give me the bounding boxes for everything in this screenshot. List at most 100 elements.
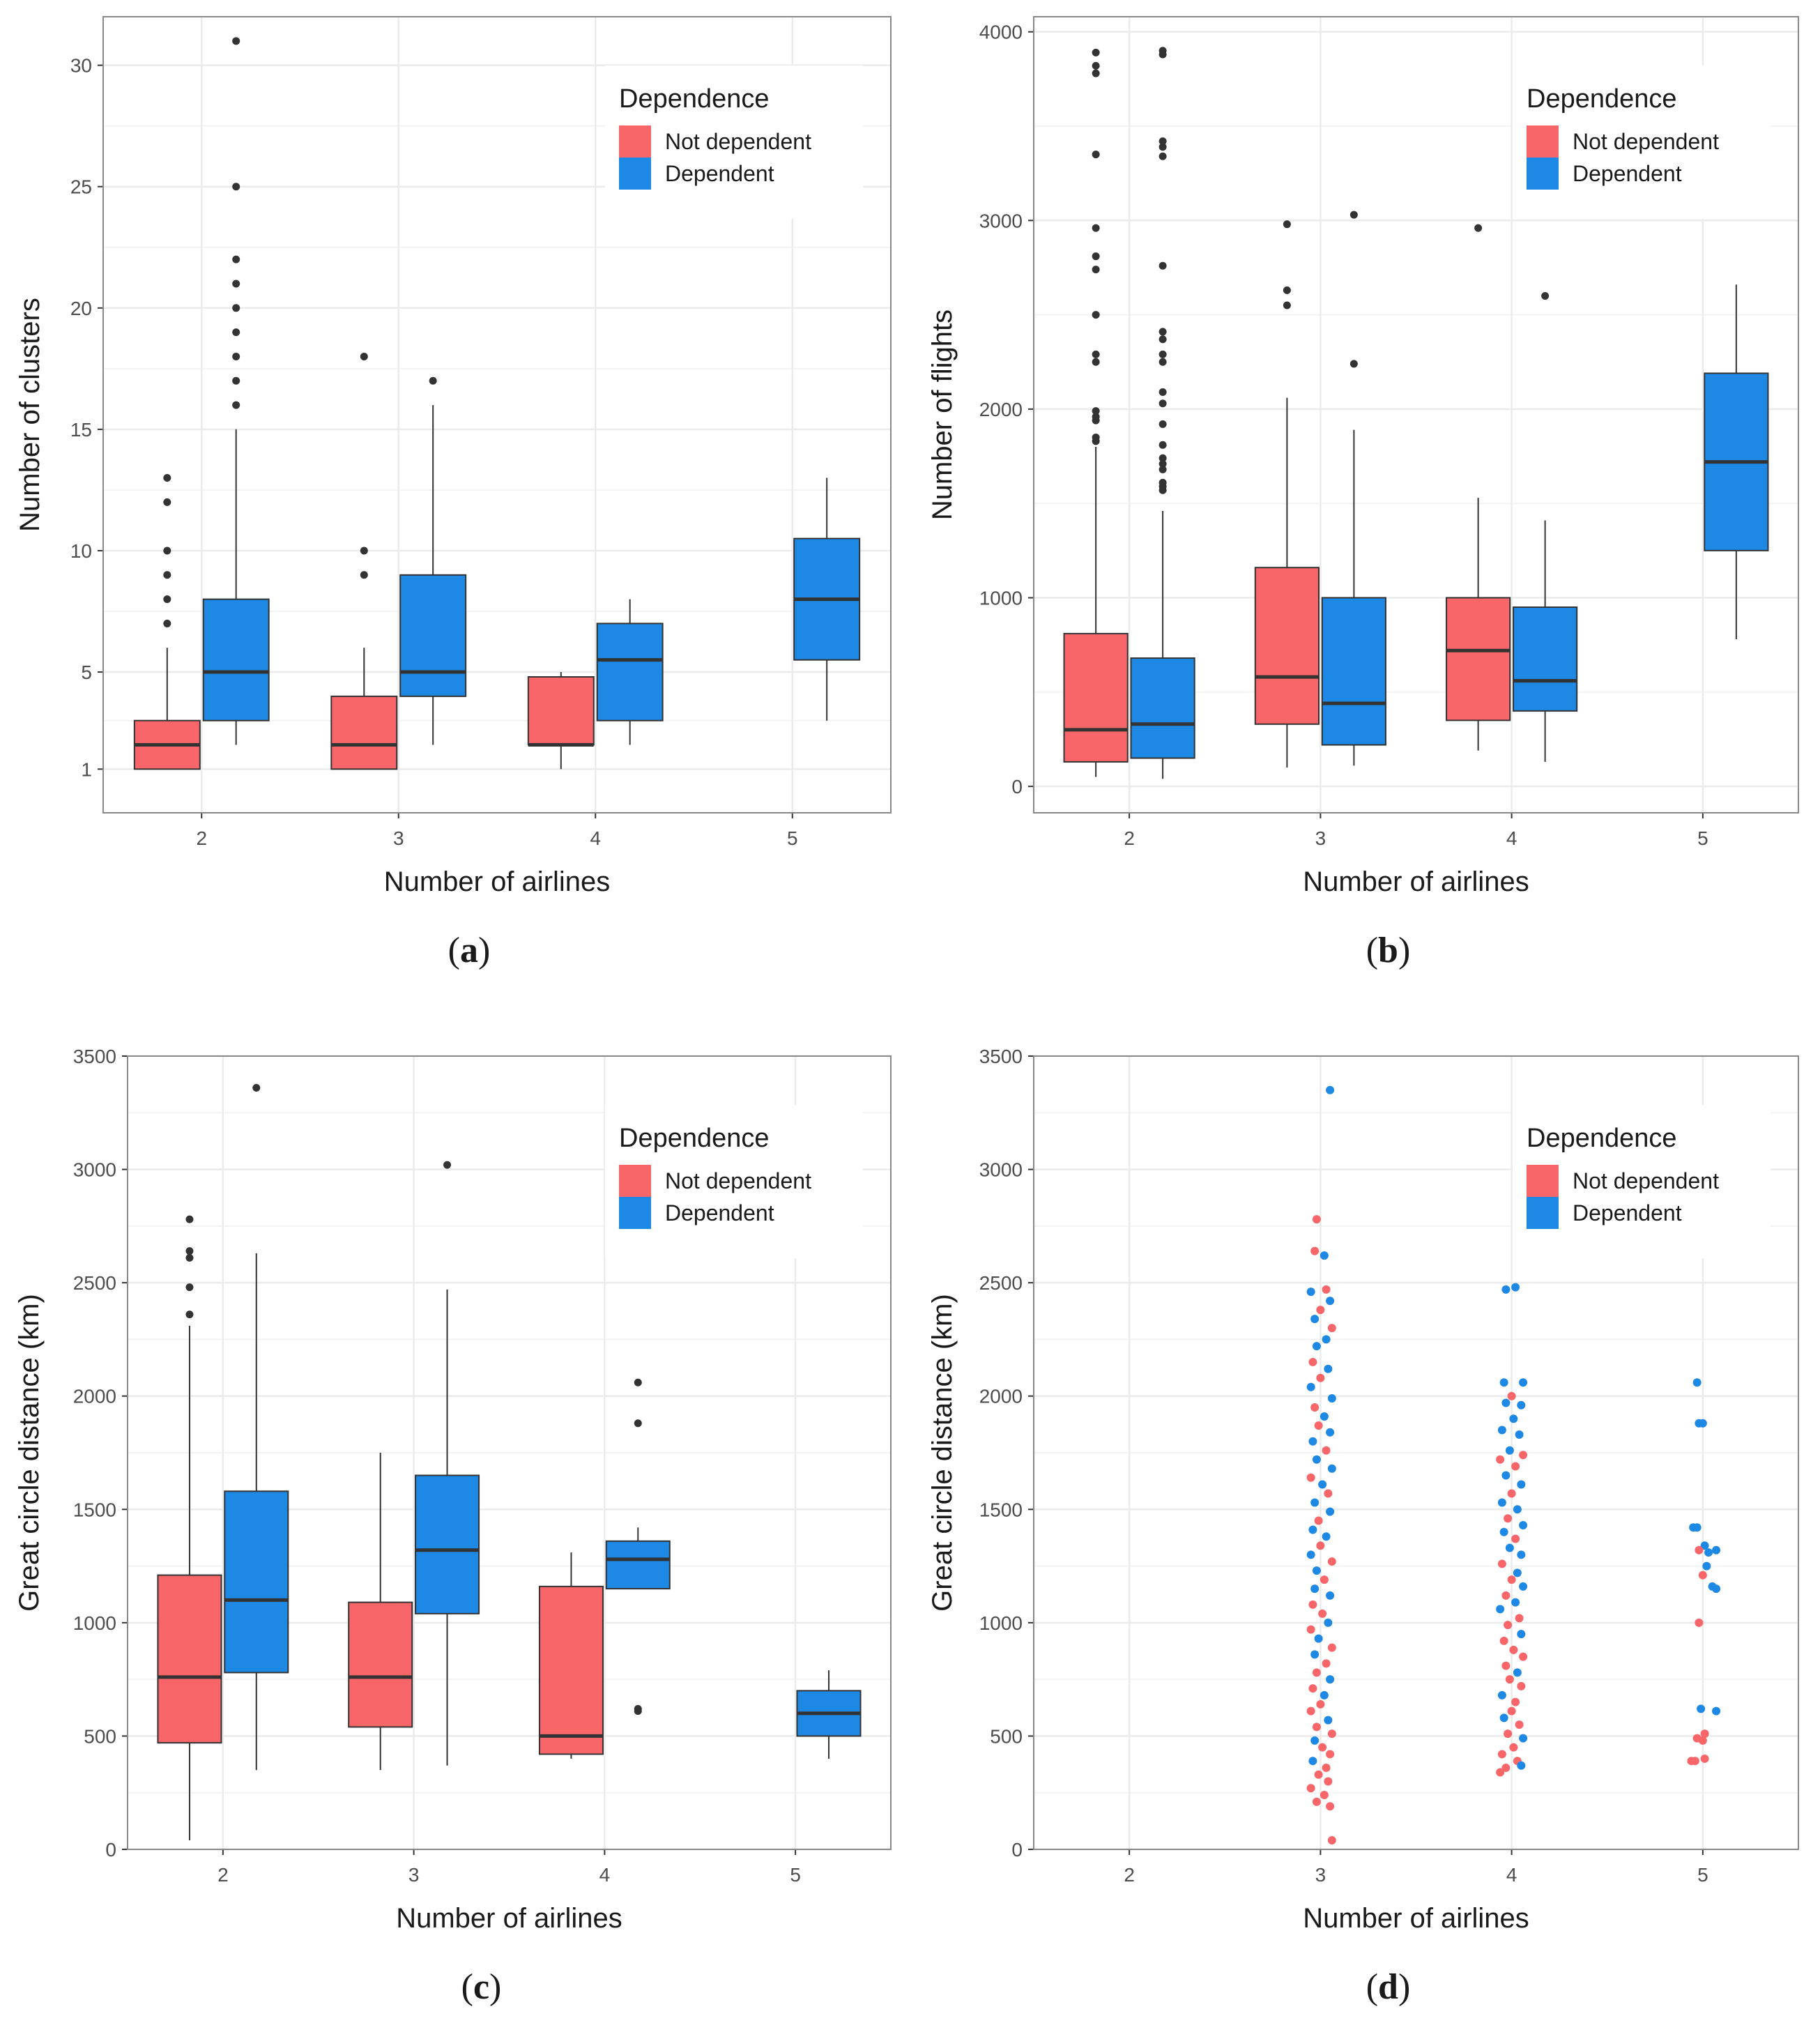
scatter-point (1322, 1335, 1331, 1344)
outlier-point (252, 1084, 261, 1092)
box-not-dependent-3 (1254, 220, 1320, 768)
scatter-point (1519, 1378, 1528, 1387)
x-tick-label: 3 (1315, 827, 1326, 849)
scatter-point (1310, 1736, 1320, 1745)
box-iqr (224, 1490, 289, 1674)
outlier-point (443, 1161, 452, 1169)
box-iqr (1063, 632, 1129, 763)
scatter-point (1505, 1446, 1514, 1455)
outlier-point (232, 401, 240, 409)
y-axis-title: Great circle distance (km) (14, 1294, 45, 1612)
box-dependent-2 (1130, 47, 1195, 779)
scatter-point (1712, 1545, 1721, 1554)
scatter-point (1312, 1722, 1321, 1732)
scatter-point (1497, 1750, 1506, 1759)
box-not-dependent-3 (330, 352, 398, 770)
y-tick-label: 1000 (73, 1612, 116, 1634)
outlier-point (1158, 478, 1167, 487)
scatter-point (1318, 1609, 1327, 1618)
scatter-point (1324, 1364, 1333, 1373)
y-tick-label: 4000 (979, 22, 1023, 43)
outlier-point (163, 547, 171, 555)
x-tick-label: 2 (1124, 827, 1135, 849)
outlier-point (1474, 224, 1483, 232)
scatter-point (1700, 1541, 1709, 1550)
y-tick-label: 2000 (979, 399, 1023, 420)
x-tick-label: 4 (590, 827, 601, 849)
scatter-point (1326, 1085, 1335, 1094)
scatter-point (1499, 1636, 1508, 1645)
outlier-point (1158, 454, 1167, 462)
outlier-point (1158, 335, 1167, 344)
scatter-point (1712, 1706, 1721, 1716)
scatter-point (1314, 1770, 1323, 1779)
outlier-point (634, 1704, 642, 1713)
scatter-point (1501, 1398, 1511, 1407)
scatter-point (1501, 1471, 1511, 1480)
outlier-point (1092, 350, 1100, 358)
outlier-point (1158, 143, 1167, 151)
box-not-dependent-2 (157, 1215, 222, 1840)
outlier-point (1092, 358, 1100, 366)
legend-title: Dependence (1527, 1124, 1677, 1153)
legend-title: Dependence (1527, 84, 1677, 114)
scatter-point (1306, 1784, 1315, 1793)
panel-caption: (d) (1366, 1967, 1411, 2007)
box-not-dependent-3 (348, 1453, 413, 1771)
panel-caption: (b) (1366, 931, 1411, 970)
outlier-point (1092, 266, 1100, 274)
scatter-point (1318, 1480, 1327, 1489)
scatter-point (1326, 1802, 1335, 1811)
scatter-point (1310, 1498, 1320, 1507)
x-tick-label: 4 (1506, 827, 1517, 849)
scatter-point (1511, 1534, 1520, 1543)
legend-label: Not dependent (1573, 129, 1719, 154)
outlier-point (1092, 311, 1100, 319)
scatter-point (1308, 1357, 1317, 1366)
scatter-point (1320, 1690, 1329, 1699)
scatter-point (1700, 1754, 1709, 1763)
scatter-point (1310, 1584, 1320, 1594)
scatter-point (1501, 1591, 1511, 1600)
scatter-point (1322, 1446, 1331, 1455)
scatter-point (1306, 1288, 1315, 1297)
scatter-point (1700, 1729, 1709, 1739)
outlier-point (232, 255, 240, 263)
outlier-point (185, 1311, 194, 1319)
panel-caption: (c) (461, 1967, 502, 2007)
legend-title: Dependence (619, 84, 770, 114)
panel-border (1033, 16, 1799, 813)
outlier-point (1158, 47, 1167, 55)
y-tick-label: 10 (70, 540, 92, 562)
panel-c: 0 500 1000 1500 2000 2500 3000 3500 2 3 4 5 Dependen… (14, 1046, 892, 2007)
box-iqr (202, 598, 270, 721)
scatter-point (1513, 1668, 1522, 1677)
outlier-point (360, 547, 368, 555)
box-iqr (538, 1585, 604, 1755)
x-tick-label: 4 (1506, 1864, 1517, 1886)
scatter-point (1318, 1743, 1327, 1752)
y-tick-label: 1500 (979, 1499, 1023, 1520)
scatter-point (1497, 1426, 1506, 1435)
scatter-point (1509, 1743, 1518, 1752)
scatter-point (1517, 1480, 1526, 1489)
scatter-point (1712, 1584, 1721, 1594)
outlier-point (1541, 292, 1550, 300)
caption-letter: b (1378, 931, 1398, 970)
outlier-point (1283, 220, 1291, 229)
scatter-point (1314, 1634, 1323, 1643)
scatter-point (1517, 1681, 1526, 1690)
scatter-point (1327, 1464, 1336, 1473)
y-tick-label: 3000 (73, 1159, 116, 1181)
scatter-point (1501, 1763, 1511, 1772)
x-tick-label: 3 (408, 1864, 420, 1886)
box-iqr (399, 574, 467, 697)
legend-label: Dependent (665, 1200, 774, 1225)
outlier-point (185, 1283, 194, 1292)
scatter-point (1504, 1729, 1513, 1739)
scatter-point (1513, 1568, 1522, 1578)
outlier-point (1158, 399, 1167, 408)
panel-caption: (a) (448, 931, 491, 970)
